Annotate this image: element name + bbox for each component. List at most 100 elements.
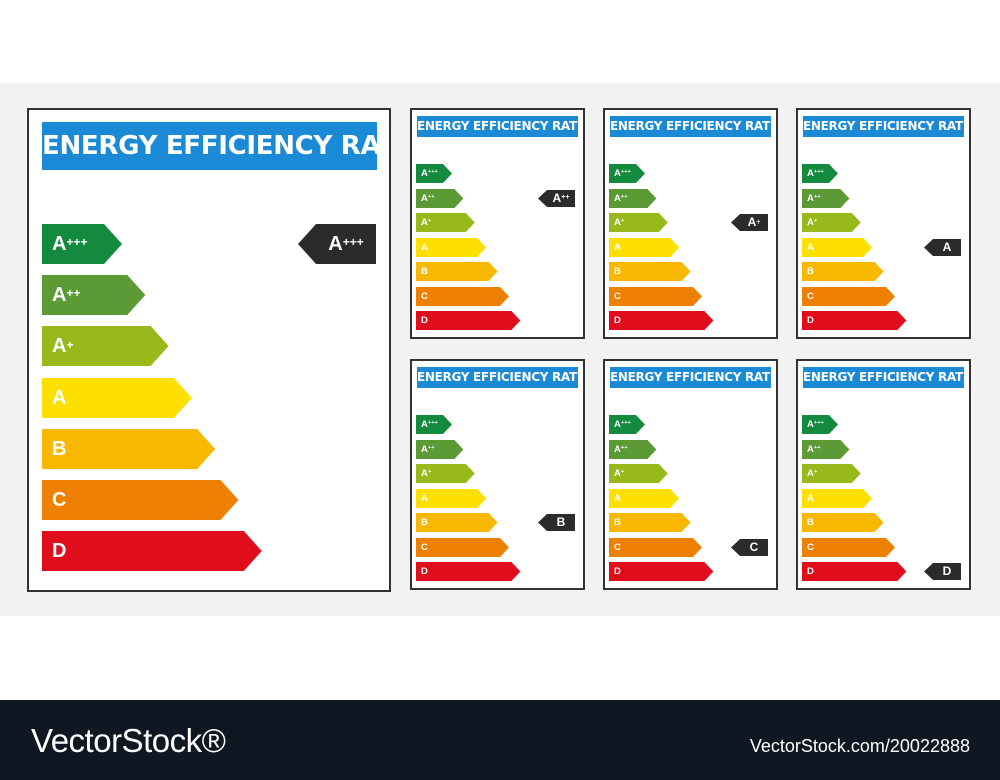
- rating-bar: A+++: [416, 164, 452, 183]
- class-letter: B: [421, 517, 428, 528]
- rating-class-label: A+: [614, 213, 624, 232]
- rating-class-label: D: [614, 562, 621, 581]
- rating-bar: A+++: [42, 224, 122, 264]
- rating-arrow-shape: [416, 415, 452, 434]
- rating-class-label: A: [52, 378, 66, 418]
- rating-class-label: D: [421, 311, 428, 330]
- class-plus-sign: +++: [427, 169, 438, 176]
- rating-arrow-shape: [416, 164, 452, 183]
- class-letter: C: [421, 290, 428, 302]
- rating-class-label: A++: [421, 440, 435, 459]
- rating-arrow-shape: [416, 513, 498, 532]
- rating-bar: A: [802, 488, 873, 508]
- rating-bar: A+: [416, 464, 475, 483]
- rating-bar: D: [416, 311, 521, 330]
- rating-bar: D: [416, 562, 521, 581]
- label-title: ENERGY EFFICIENCY RATING: [417, 116, 578, 137]
- rating-arrow-shape: [416, 286, 509, 306]
- class-letter: A: [52, 284, 67, 307]
- indicator-class-label: A+: [740, 214, 768, 231]
- rating-bar: A++: [609, 439, 657, 459]
- label-title: ENERGY EFFICIENCY RATING: [610, 116, 771, 137]
- rating-class-label: B: [421, 262, 428, 281]
- class-letter: D: [614, 315, 621, 326]
- class-plus-sign: +++: [813, 169, 824, 176]
- indicator-arrow-shape: [731, 214, 768, 231]
- rating-class-label: B: [421, 513, 428, 532]
- rating-bar: B: [416, 262, 498, 281]
- rating-arrow-shape: [802, 237, 873, 257]
- class-letter: D: [807, 315, 814, 326]
- class-letter: A: [807, 492, 814, 504]
- rating-bar: C: [609, 537, 702, 557]
- rating-class-label: B: [807, 262, 814, 281]
- rating-class-label: C: [421, 538, 428, 557]
- rating-arrow-shape: [609, 213, 668, 232]
- class-plus-sign: +: [66, 337, 74, 352]
- class-letter: A: [421, 217, 428, 228]
- rating-arrow-shape: [416, 537, 509, 557]
- rating-bar: A++: [42, 275, 146, 316]
- class-plus-sign: ++: [427, 193, 435, 200]
- rating-arrow-shape: [609, 513, 691, 532]
- class-letter: A: [807, 419, 814, 430]
- rating-arrow-shape: [416, 562, 521, 581]
- indicator-class-label: A+++: [316, 224, 376, 264]
- class-letter: A: [421, 419, 428, 430]
- rating-class-label: A++: [614, 440, 628, 459]
- class-plus-sign: +++: [427, 420, 438, 427]
- class-plus-sign: ++: [427, 444, 435, 451]
- class-letter: A: [807, 241, 814, 253]
- class-plus-sign: +++: [620, 169, 631, 176]
- rating-arrow-shape: [609, 311, 714, 330]
- indicator-arrow-shape: [731, 538, 768, 556]
- class-letter: C: [52, 489, 67, 511]
- rating-class-label: D: [421, 562, 428, 581]
- rating-class-label: A+++: [807, 415, 824, 434]
- rating-indicator: B: [538, 514, 575, 531]
- class-letter: A: [942, 239, 952, 254]
- footer-bar: VectorStock® VectorStock.com/20022888: [0, 700, 1000, 780]
- rating-bar: A: [416, 488, 487, 508]
- rating-arrow-shape: [802, 439, 850, 459]
- rating-class-label: A++: [421, 189, 435, 208]
- class-letter: A: [421, 192, 428, 204]
- rating-class-label: B: [807, 513, 814, 532]
- rating-indicator: A: [924, 238, 961, 256]
- rating-class-label: D: [807, 311, 814, 330]
- rating-bar: A: [802, 237, 873, 257]
- class-plus-sign: ++: [620, 193, 628, 200]
- rating-bar: B: [609, 513, 691, 532]
- rating-bar: D: [609, 311, 714, 330]
- rating-arrow-shape: [802, 311, 907, 330]
- rating-arrow-shape: [802, 513, 884, 532]
- brand-logo[interactable]: VectorStock®: [31, 722, 226, 759]
- label-title: ENERGY EFFICIENCY RATING: [417, 367, 578, 388]
- rating-class-label: D: [52, 531, 66, 571]
- rating-bar: B: [609, 262, 691, 281]
- indicator-arrow-shape: [538, 189, 575, 207]
- rating-arrow-shape: [802, 262, 884, 281]
- rating-bar: D: [802, 562, 907, 581]
- rating-arrow-shape: [609, 439, 657, 459]
- image-id: VectorStock.com/20022888: [749, 736, 970, 756]
- rating-arrow-shape: [802, 164, 838, 183]
- rating-class-label: C: [807, 287, 814, 306]
- label-title: ENERGY EFFICIENCY RATING: [803, 116, 964, 137]
- rating-arrow-shape: [42, 531, 262, 572]
- rating-bar: A+++: [802, 164, 838, 183]
- rating-class-label: A+: [421, 464, 431, 483]
- class-letter: A: [747, 215, 757, 229]
- rating-class-label: A+++: [614, 164, 631, 183]
- rating-class-label: A+++: [614, 415, 631, 434]
- rating-class-label: A+: [807, 464, 817, 483]
- rating-bar: C: [416, 537, 509, 557]
- rating-arrow-shape: [416, 464, 475, 483]
- rating-class-label: A+++: [421, 164, 438, 183]
- class-letter: B: [807, 266, 814, 277]
- indicator-arrow-shape: [924, 563, 961, 580]
- rating-arrow-shape: [416, 213, 475, 232]
- rating-bar: A: [42, 377, 192, 418]
- class-plus-sign: +: [813, 469, 818, 476]
- rating-arrow-shape: [802, 415, 838, 434]
